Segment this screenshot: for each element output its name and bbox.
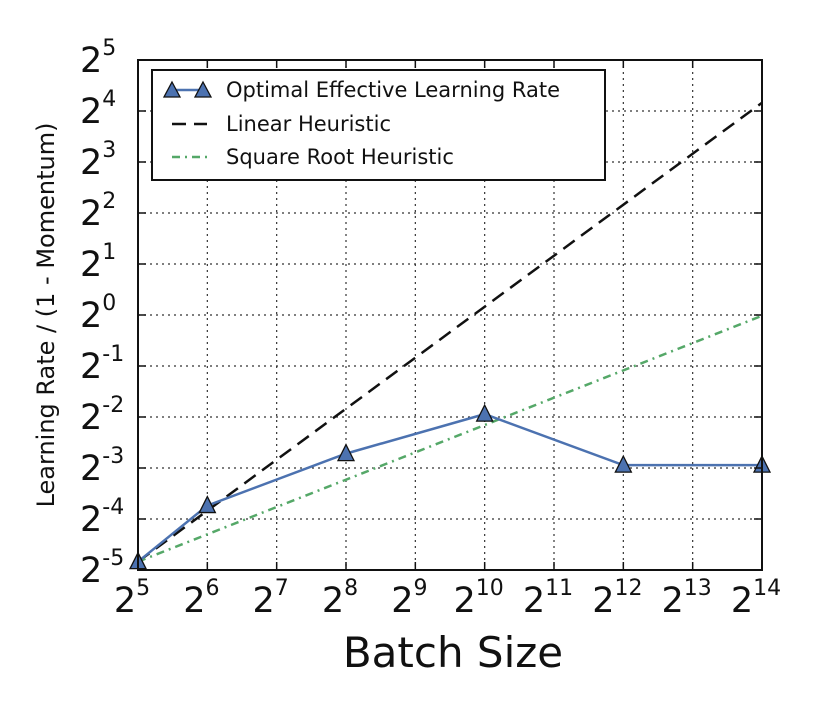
- x-tick-label: 26: [183, 576, 219, 621]
- y-tick-label: 24: [80, 87, 116, 132]
- x-tick-labels: 25 26 27 28 29 210 211 212 213 214: [114, 576, 781, 621]
- series-line-1: [137, 101, 763, 563]
- x-tick-label: 210: [454, 576, 504, 621]
- legend-entry-linear: Linear Heuristic: [172, 112, 391, 136]
- y-tick-label: 2-5: [80, 546, 124, 591]
- series-marker: [475, 403, 494, 422]
- x-tick-label: 213: [662, 576, 712, 621]
- y-tick-label: 2-1: [80, 342, 124, 387]
- x-tick-label: 214: [731, 576, 781, 621]
- y-tick-label: 2-3: [80, 444, 124, 489]
- legend-marker-optimal-1: [162, 80, 182, 98]
- x-tick-label: 28: [322, 576, 358, 621]
- legend-label-sqrt: Square Root Heuristic: [226, 145, 454, 169]
- legend-label-optimal: Optimal Effective Learning Rate: [226, 78, 560, 102]
- y-tick-label: 2-2: [80, 393, 124, 438]
- y-tick-label: 21: [80, 240, 116, 285]
- y-axis-label: Learning Rate / (1 - Momentum): [32, 123, 60, 508]
- y-tick-label: 2-4: [80, 495, 124, 540]
- series-layer: [128, 101, 772, 570]
- x-tick-label: 29: [391, 576, 427, 621]
- series-line-0: [137, 412, 762, 563]
- legend-marker-optimal-2: [193, 80, 213, 98]
- legend-entry-optimal: Optimal Effective Learning Rate: [162, 78, 560, 102]
- legend: Optimal Effective Learning Rate Linear H…: [151, 69, 606, 181]
- x-tick-label: 211: [523, 576, 573, 621]
- y-tick-label: 23: [80, 138, 116, 183]
- x-tick-label: 27: [253, 576, 289, 621]
- y-tick-label: 20: [80, 291, 116, 336]
- x-tick-label: 212: [592, 576, 642, 621]
- y-tick-labels: 2-5 2-4 2-3 2-2 2-1 20 21 22 23 24 25: [80, 36, 124, 591]
- y-tick-label: 25: [80, 36, 116, 81]
- x-axis-label: Batch Size: [343, 628, 563, 677]
- legend-entry-sqrt: Square Root Heuristic: [172, 145, 454, 169]
- series-marker: [336, 443, 356, 462]
- series-line-2: [137, 314, 763, 563]
- y-tick-label: 22: [80, 189, 116, 234]
- legend-label-linear: Linear Heuristic: [226, 112, 391, 136]
- series-marker: [614, 454, 633, 473]
- legend-frame: [151, 69, 606, 181]
- x-tick-label: 25: [114, 576, 150, 621]
- series-marker: [198, 495, 217, 514]
- ticks: [137, 59, 763, 571]
